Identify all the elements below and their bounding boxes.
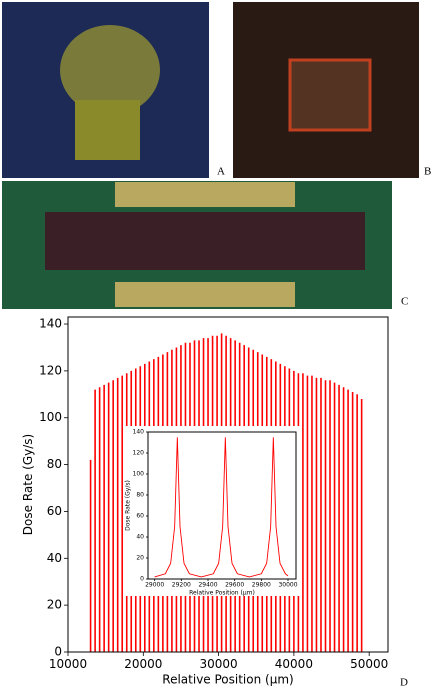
y-tick-label: 40 <box>47 551 62 565</box>
x-tick-label: 40000 <box>275 657 313 671</box>
photo-a-leads <box>75 100 140 160</box>
x-tick-label: 29600 <box>225 582 244 589</box>
photo-c-pads <box>115 182 295 207</box>
y-tick-label: 80 <box>136 492 144 499</box>
y-tick-label: 40 <box>136 534 144 541</box>
x-tick-label: 10000 <box>49 657 87 671</box>
inset-background <box>124 426 300 596</box>
x-tick-label: 29000 <box>145 582 164 589</box>
y-tick-label: 20 <box>136 555 144 562</box>
photo-a-chip <box>60 25 160 115</box>
x-tick-label: 29400 <box>198 582 217 589</box>
x-tick-label: 50000 <box>350 657 388 671</box>
plot-frame <box>67 316 389 653</box>
photo-b-chip <box>288 58 372 132</box>
y-tick-label: 120 <box>39 363 62 377</box>
photo-c-pads <box>115 282 295 307</box>
x-tick-label: 30000 <box>278 582 297 589</box>
plot-frame <box>147 431 297 580</box>
x-tick-label: 30000 <box>199 657 237 671</box>
y-tick-label: 100 <box>39 410 62 424</box>
x-tick-label: 20000 <box>124 657 162 671</box>
y-tick-label: 20 <box>47 598 62 612</box>
x-tick-label: 29800 <box>252 582 271 589</box>
y-tick-label: 120 <box>133 450 145 457</box>
panel-label: A <box>217 166 225 178</box>
y-tick-label: 100 <box>133 471 145 478</box>
y-tick-label: 140 <box>39 317 62 331</box>
y-axis-label: Dose Rate (Gy/s) <box>125 480 132 531</box>
y-axis-label: Dose Rate (Gy/s) <box>21 434 35 535</box>
y-tick-label: 60 <box>47 504 62 518</box>
panel-label: B <box>424 166 431 178</box>
panel-label: D <box>400 677 408 689</box>
x-axis-label: Relative Position (μm) <box>162 673 293 687</box>
y-tick-label: 80 <box>47 457 62 471</box>
y-tick-label: 0 <box>54 645 62 659</box>
photo-c-chip <box>45 212 365 270</box>
x-tick-label: 29200 <box>172 582 191 589</box>
panel-label: C <box>401 296 408 308</box>
line <box>154 437 289 578</box>
y-tick-label: 140 <box>133 429 145 436</box>
y-tick-label: 60 <box>136 513 144 520</box>
y-tick-label: 0 <box>140 576 144 583</box>
x-axis-label: Relative Position (μm) <box>189 590 255 597</box>
